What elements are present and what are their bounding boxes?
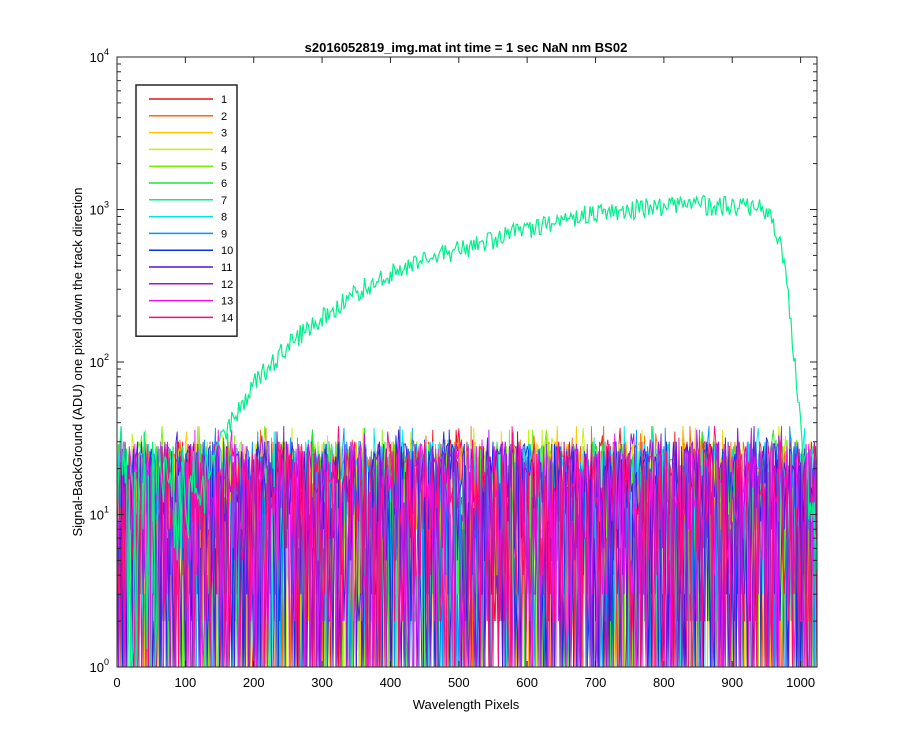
- x-tick-label: 0: [113, 675, 120, 690]
- legend-label-11: 11: [221, 262, 232, 274]
- y-tick-label: 100: [90, 657, 109, 675]
- legend-label-14: 14: [221, 312, 233, 324]
- series-line-11: [117, 426, 817, 667]
- legend-label-1: 1: [221, 94, 227, 106]
- x-axis: 0 100 200 300 400 500 600 700 800 900 1000: [113, 57, 815, 690]
- series-layer: [117, 194, 817, 667]
- legend-label-2: 2: [221, 111, 227, 123]
- legend-label-13: 13: [221, 296, 233, 308]
- legend-label-4: 4: [221, 144, 227, 156]
- y-tick-label: 101: [90, 505, 109, 523]
- legend-label-9: 9: [221, 228, 227, 240]
- legend-label-6: 6: [221, 178, 227, 190]
- legend-box: [135, 84, 238, 337]
- legend-label-3: 3: [221, 128, 227, 140]
- chart-title: s2016052819_img.mat int time = 1 sec NaN…: [305, 40, 628, 55]
- x-tick-label: 1000: [786, 675, 815, 690]
- x-tick-label: 900: [721, 675, 743, 690]
- y-axis-label: Signal-BackGround (ADU) one pixel down t…: [70, 187, 85, 536]
- legend-label-7: 7: [221, 195, 227, 207]
- x-tick-label: 700: [585, 675, 607, 690]
- series-line-7: [117, 194, 817, 667]
- x-tick-label: 200: [243, 675, 265, 690]
- x-tick-label: 100: [175, 675, 197, 690]
- x-tick-label: 400: [380, 675, 402, 690]
- y-tick-label: 103: [90, 200, 109, 218]
- x-tick-label: 300: [311, 675, 333, 690]
- x-tick-label: 600: [516, 675, 538, 690]
- legend-label-8: 8: [221, 212, 227, 224]
- series-line-14: [117, 426, 817, 667]
- x-tick-label: 500: [448, 675, 470, 690]
- x-tick-label: 800: [653, 675, 675, 690]
- y-tick-label: 104: [90, 47, 109, 65]
- y-tick-label: 102: [90, 352, 109, 370]
- legend-label-12: 12: [221, 279, 233, 291]
- x-axis-label: Wavelength Pixels: [413, 697, 520, 712]
- legend-label-10: 10: [221, 245, 233, 257]
- legend-label-5: 5: [221, 161, 227, 173]
